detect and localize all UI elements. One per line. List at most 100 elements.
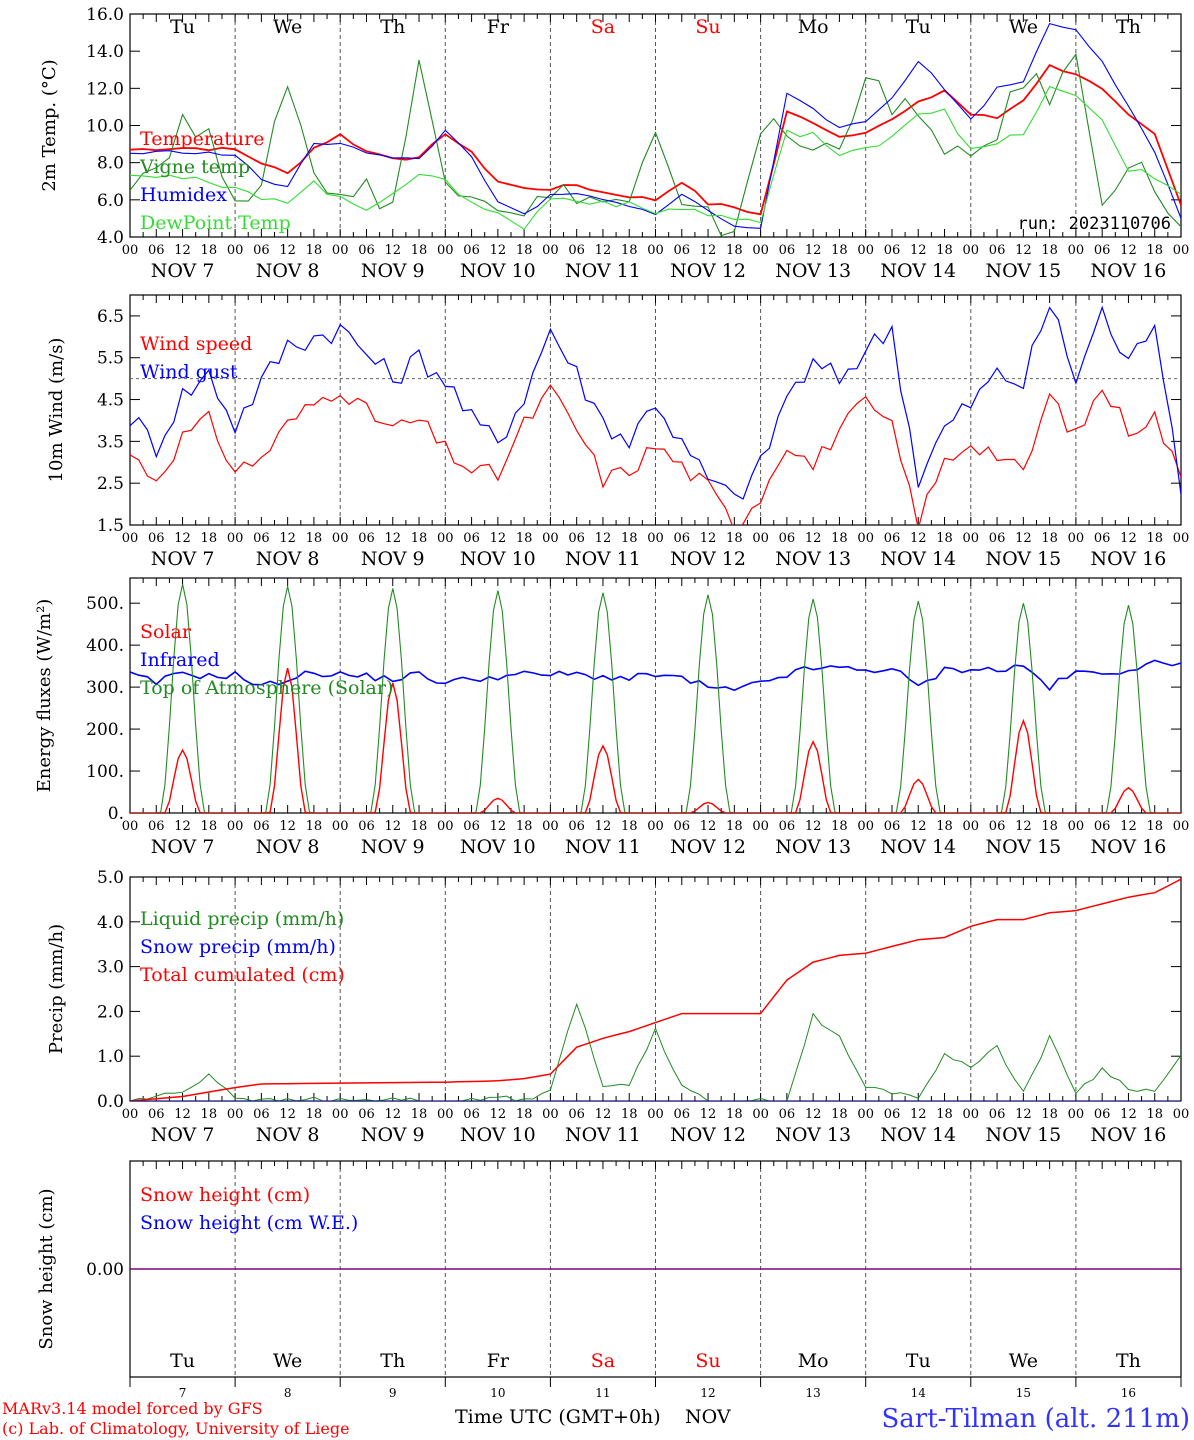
hour-tick-label: 12 [700,243,717,258]
hour-tick-label: 06 [989,1107,1006,1122]
legend-entry: Snow height (cm) [140,1184,310,1206]
date-label: NOV 13 [775,260,851,282]
date-label: NOV 12 [670,548,746,570]
series-line-liquid-precip [130,1002,1181,1101]
hour-tick-label: 06 [148,243,165,258]
date-label: NOV 14 [880,836,956,858]
y-tick-label: 5.0 [97,868,124,888]
day-name: Tu [906,16,931,38]
hour-tick-label: 06 [253,531,270,546]
day-name: Th [1116,16,1141,38]
date-label: NOV 7 [151,260,215,282]
y-tick-label: 3.0 [97,958,124,978]
panel-3: 0. 100. 200. 300. 400. 500. Energy fluxes (W/m… [34,577,1189,858]
y-tick-label: 8.0 [97,154,124,174]
hour-tick-label: 18 [936,819,953,834]
y-tick-label: 4.0 [97,913,124,933]
run-label: run: 2023110706 [1017,214,1171,234]
day-name: Mo [798,16,829,38]
y-axis-label: 10m Wind (m/s) [46,338,67,483]
day-number: 12 [700,1386,715,1400]
hour-tick-label: 18 [831,531,848,546]
day-number: 7 [179,1386,187,1400]
hour-tick-label: 12 [910,819,927,834]
hour-tick-label: 12 [1120,819,1137,834]
y-axis-label: Precip (mm/h) [46,924,67,1054]
y-tick-label: 14.0 [86,42,124,62]
hour-tick-label: 12 [910,531,927,546]
hour-tick-label: 12 [1015,819,1032,834]
hour-tick-label: 18 [201,243,218,258]
hour-tick-label: 00 [437,243,454,258]
legend-entry: Wind speed [140,333,252,355]
hour-tick-label: 00 [122,531,139,546]
y-tick-label: 0.0 [97,1092,124,1112]
hour-tick-label: 12 [384,531,401,546]
hour-tick-label: 00 [122,1107,139,1122]
date-label: NOV 16 [1091,836,1167,858]
y-tick-label: 1.5 [97,516,124,536]
hour-tick-label: 06 [1094,531,1111,546]
y-tick-label: 16.0 [86,5,124,25]
hour-tick-label: 06 [358,243,375,258]
day-number: 16 [1121,1386,1136,1400]
hour-tick-label: 00 [542,1107,559,1122]
hour-tick-label: 06 [463,243,480,258]
hour-tick-label: 18 [201,531,218,546]
hour-tick-label: 00 [437,531,454,546]
legend-entry: Temperature [140,128,264,150]
hour-tick-label: 00 [963,819,980,834]
hour-tick-label: 00 [122,243,139,258]
series-group [130,878,1181,1101]
y-tick-label: 1.0 [97,1047,124,1067]
hour-tick-label: 06 [884,531,901,546]
date-label: NOV 15 [985,548,1061,570]
station-label: Sart-Tilman (alt. 211m) [881,1404,1190,1434]
hour-tick-label: 12 [174,243,191,258]
hour-tick-label: 12 [805,819,822,834]
hour-tick-label: 18 [1146,1107,1163,1122]
hour-tick-label: 00 [752,1107,769,1122]
hour-tick-label: 06 [779,531,796,546]
hour-tick-label: 18 [516,1107,533,1122]
hour-tick-label: 06 [884,243,901,258]
hour-tick-label: 06 [884,1107,901,1122]
date-label: NOV 8 [256,836,320,858]
y-tick-label: 4.5 [97,391,124,411]
hour-tick-label: 12 [700,531,717,546]
day-name: Fr [487,16,510,38]
day-number: 13 [806,1386,821,1400]
hour-tick-label: 12 [384,819,401,834]
hour-tick-label: 06 [568,1107,585,1122]
hour-tick-label: 12 [595,243,612,258]
hour-tick-label: 18 [306,531,323,546]
hour-tick-label: 18 [726,819,743,834]
hour-tick-label: 12 [174,819,191,834]
y-tick-label: 2.0 [97,1002,124,1022]
hour-tick-label: 06 [568,819,585,834]
hour-tick-label: 00 [1173,1107,1190,1122]
hour-tick-label: 00 [1068,1107,1085,1122]
date-label: NOV 16 [1091,260,1167,282]
hour-tick-label: 12 [595,819,612,834]
month-label: NOV [685,1406,731,1428]
hour-tick-label: 12 [1015,531,1032,546]
day-number: 8 [284,1386,292,1400]
hour-tick-label: 06 [674,531,691,546]
hour-tick-label: 18 [621,1107,638,1122]
hour-tick-label: 18 [726,1107,743,1122]
date-label: NOV 16 [1091,548,1167,570]
hour-tick-label: 18 [726,243,743,258]
y-tick-label: 3.5 [97,432,124,452]
hour-tick-label: 00 [857,531,874,546]
day-name: Th [380,1350,405,1372]
hour-tick-label: 00 [332,1107,349,1122]
y-tick-label: 400. [86,636,124,656]
y-tick-label: 6.5 [97,307,124,327]
hour-tick-label: 12 [279,1107,296,1122]
date-label: NOV 7 [151,548,215,570]
hour-tick-label: 06 [358,1107,375,1122]
hour-tick-label: 18 [201,1107,218,1122]
series-line-infrared [130,659,1181,692]
series-group [130,305,1181,525]
